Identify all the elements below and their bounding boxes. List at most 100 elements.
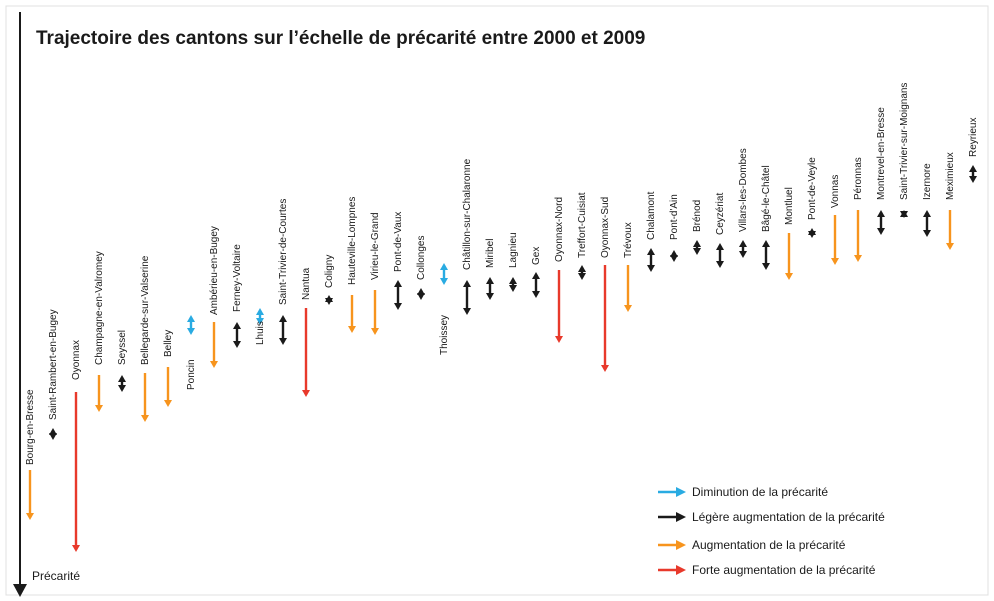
legend-label: Diminution de la précarité — [692, 485, 828, 499]
canton-label: Oyonnax-Sud — [600, 197, 611, 258]
canton-label: Seyssel — [117, 330, 128, 365]
canton-arrow-head — [509, 277, 517, 284]
canton-arrow-head — [95, 405, 103, 412]
canton-arrow-head — [739, 251, 747, 258]
canton-label: Saint-Rambert-en-Bugey — [48, 309, 59, 420]
canton-label: Lhuis — [255, 321, 266, 345]
canton-arrow-head — [233, 322, 241, 329]
canton-arrow-head — [601, 365, 609, 372]
canton-arrow-head — [26, 513, 34, 520]
canton-label: Virieu-le-Grand — [370, 212, 381, 280]
canton-arrow-head — [532, 272, 540, 279]
canton-arrow-head — [693, 248, 701, 255]
canton-label: Montrevel-en-Bresse — [876, 107, 887, 200]
scale-arrowhead — [13, 584, 27, 597]
canton-arrow-head — [463, 308, 471, 315]
canton-arrow-head — [854, 255, 862, 262]
canton-arrow-head — [440, 263, 448, 270]
frame — [5, 5, 989, 596]
canton-arrow-head — [923, 210, 931, 217]
canton-label: Saint-Trivier-de-Courtes — [278, 199, 289, 305]
canton-label: Ferney-Voltaire — [232, 244, 243, 312]
canton-arrow-head — [624, 305, 632, 312]
canton-arrow-head — [118, 375, 126, 382]
canton-label: Meximieux — [945, 152, 956, 200]
legend-arrow-head — [676, 512, 686, 522]
canton-arrow-head — [578, 265, 586, 272]
canton-arrow-head — [233, 341, 241, 348]
canton-arrow-head — [325, 295, 333, 302]
canton-label: Belley — [163, 330, 174, 357]
canton-arrow-head — [900, 210, 908, 217]
canton-arrow-head — [210, 361, 218, 368]
canton-label: Oyonnax — [71, 340, 82, 380]
canton-label: Chalamont — [646, 191, 657, 240]
canton-arrow-head — [785, 273, 793, 280]
canton-label: Champagne-en-Valromey — [94, 251, 105, 365]
canton-arrow-head — [394, 280, 402, 287]
canton-arrow-head — [141, 415, 149, 422]
canton-label: Vonnas — [830, 175, 841, 208]
canton-arrow-head — [486, 277, 494, 284]
canton-arrow-head — [279, 338, 287, 345]
canton-label: Oyonnax-Nord — [554, 197, 565, 262]
canton-arrow-head — [716, 261, 724, 268]
canton-arrow-head — [647, 265, 655, 272]
canton-label: Bâgé-le-Châtel — [761, 165, 772, 232]
canton-label: Trévoux — [623, 222, 634, 258]
legend-arrow-head — [676, 540, 686, 550]
canton-arrow-head — [302, 390, 310, 397]
canton-arrow-head — [877, 210, 885, 217]
canton-arrow-head — [831, 258, 839, 265]
canton-arrow-head — [946, 243, 954, 250]
canton-label: Montluel — [784, 187, 795, 225]
canton-label: Bourg-en-Bresse — [25, 389, 36, 465]
canton-label: Pont-de-Vaux — [393, 212, 404, 272]
canton-label: Miribel — [485, 239, 496, 268]
canton-label: Saint-Trivier-sur-Moignans — [899, 83, 910, 200]
axis-label: Précarité — [32, 569, 80, 583]
canton-arrow-head — [808, 228, 816, 235]
canton-arrow-head — [187, 328, 195, 335]
canton-arrow-head — [187, 315, 195, 322]
canton-arrow-head — [532, 291, 540, 298]
canton-label: Brénod — [692, 200, 703, 232]
canton-arrow-head — [256, 308, 264, 315]
canton-label: Pont-d'Ain — [669, 194, 680, 240]
canton-label: Pont-de-Veyle — [807, 157, 818, 220]
canton-label: Châtillon-sur-Chalaronne — [462, 158, 473, 270]
canton-arrow-head — [440, 278, 448, 285]
canton-label: Gex — [531, 247, 542, 265]
canton-label: Nantua — [301, 267, 312, 300]
canton-arrow-head — [394, 303, 402, 310]
canton-arrow-head — [486, 293, 494, 300]
legend-label: Légère augmentation de la précarité — [692, 510, 885, 524]
canton-label: Collonges — [416, 236, 427, 280]
canton-arrow-head — [739, 240, 747, 247]
canton-arrow-head — [164, 400, 172, 407]
legend-arrow-head — [676, 487, 686, 497]
canton-arrow-head — [969, 176, 977, 183]
canton-label: Poncin — [186, 359, 197, 390]
canton-arrow-head — [969, 165, 977, 172]
canton-label: Reyrieux — [968, 118, 979, 157]
legend-label: Augmentation de la précarité — [692, 538, 846, 552]
legend-label: Forte augmentation de la précarité — [692, 563, 876, 577]
canton-label: Villars-les-Dombes — [738, 148, 749, 232]
canton-label: Ceyzériat — [715, 193, 726, 235]
canton-arrow-head — [762, 240, 770, 247]
canton-arrow-head — [371, 328, 379, 335]
canton-label: Lagnieu — [508, 232, 519, 268]
canton-arrow-head — [118, 385, 126, 392]
canton-arrow-head — [72, 545, 80, 552]
canton-arrow-head — [923, 230, 931, 237]
canton-arrow-head — [348, 326, 356, 333]
canton-label: Treffort-Cuisiat — [577, 192, 588, 258]
canton-label: Thoissey — [439, 315, 450, 355]
canton-label: Ambérieu-en-Bugey — [209, 226, 220, 315]
canton-arrow-head — [256, 318, 264, 325]
canton-arrow-head — [670, 250, 678, 257]
canton-arrow-head — [762, 263, 770, 270]
